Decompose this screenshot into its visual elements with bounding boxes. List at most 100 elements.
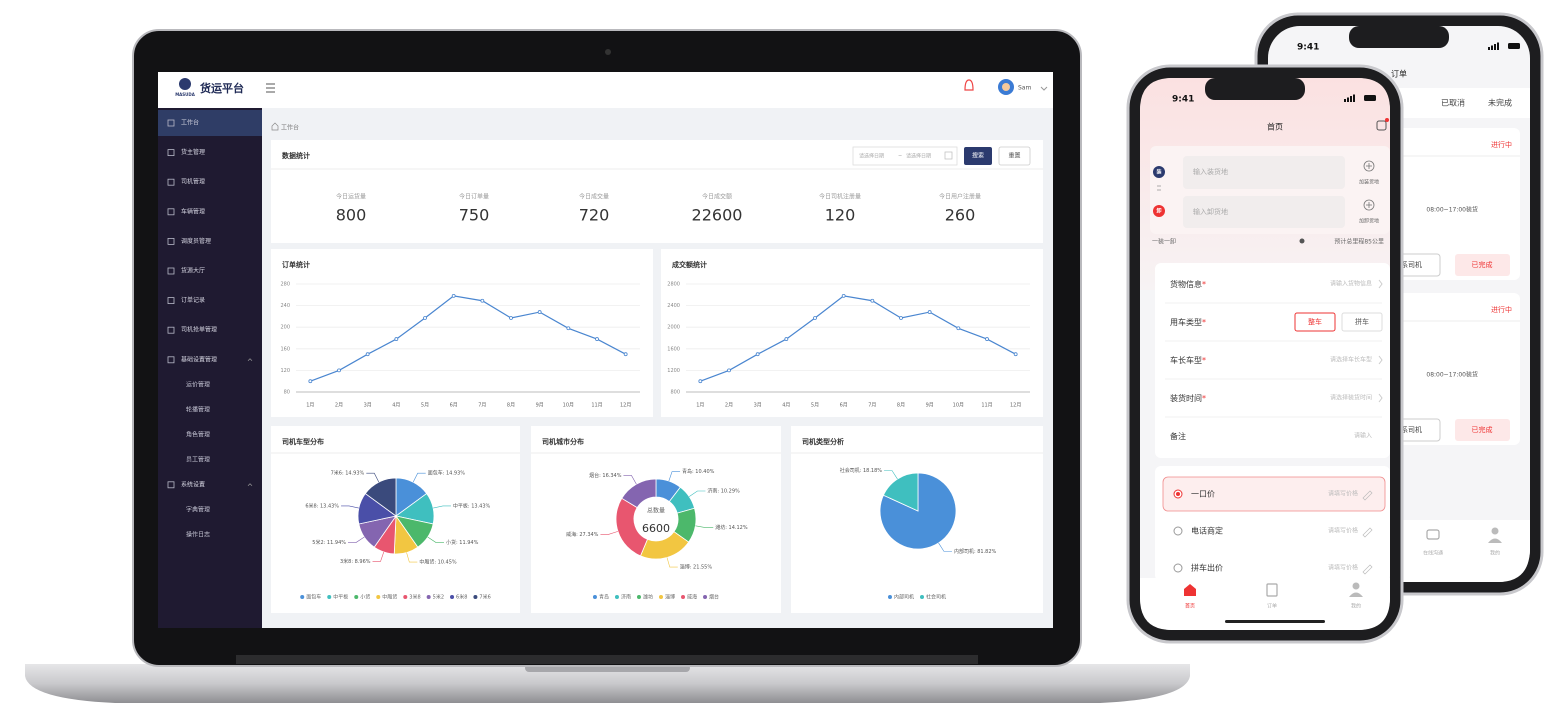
label-leader [600, 531, 619, 535]
form-placeholder[interactable]: 请选择装货时间 [1330, 394, 1372, 402]
menu-item[interactable]: 货主管理 [181, 148, 205, 156]
label-leader [433, 505, 451, 509]
avatar-face [1002, 83, 1010, 91]
add-icon [1363, 199, 1375, 211]
radio[interactable] [1173, 563, 1183, 573]
line-point [985, 337, 989, 341]
label-leader [695, 525, 714, 528]
unload-input[interactable] [1183, 196, 1345, 228]
date-range [852, 146, 958, 166]
x-tick-label: 7月 [478, 403, 486, 409]
label-leader [412, 472, 426, 483]
form-card [1155, 263, 1390, 458]
form-label-text: 用车类型 [1170, 317, 1202, 327]
menu-item[interactable]: 车辆管理 [181, 207, 205, 215]
line-point [337, 368, 341, 373]
x-tick-label: 11月 [591, 403, 602, 409]
form-placeholder[interactable]: 请选择车长车型 [1330, 356, 1372, 364]
form-placeholder[interactable]: 请输入 [1354, 432, 1372, 440]
menu-item[interactable]: 调度员管理 [181, 237, 211, 245]
route-type: 一装一卸 [1152, 238, 1176, 246]
data-label: 社会司机: 18.18% [840, 467, 883, 474]
card-title: 数据统计 [282, 151, 310, 160]
required-mark: * [1202, 394, 1206, 403]
menu-arrow [247, 483, 253, 487]
line-point [566, 326, 571, 331]
submenu-item[interactable]: 操作日志 [186, 530, 210, 538]
price-placeholder: 请填写价格 [1328, 564, 1358, 572]
option-button[interactable] [1294, 312, 1336, 332]
line-point [899, 316, 903, 320]
input-placeholder: 输入装货地 [1193, 167, 1228, 176]
done-button[interactable] [1455, 419, 1510, 441]
y-tick-label: 2000 [667, 325, 680, 331]
line-point [813, 316, 817, 320]
price-selected [1162, 476, 1386, 512]
badge-text: 装 [1155, 169, 1161, 176]
search-button[interactable] [964, 147, 992, 165]
menu-item[interactable]: 司机抢单管理 [181, 326, 217, 334]
input-placeholder: 输入卸货地 [1193, 207, 1228, 216]
tab-label[interactable]: 首页 [1185, 603, 1195, 610]
line-point [509, 316, 513, 320]
chevron [1378, 355, 1383, 365]
signal-bar [1491, 45, 1493, 50]
load-badge [1153, 166, 1165, 178]
menu-icon [167, 208, 175, 216]
menu-item[interactable]: 工作台 [181, 119, 199, 127]
done-button[interactable] [1455, 254, 1510, 276]
legend-marker [703, 595, 708, 599]
y-tick-label: 1600 [667, 346, 680, 352]
pie-slice [621, 478, 657, 509]
signal-bar [1344, 99, 1346, 102]
submenu-item[interactable]: 运价管理 [186, 380, 210, 388]
add-icon [1363, 160, 1375, 172]
chat-icon [1426, 529, 1440, 540]
stat-label: 今日用户注册量 [939, 193, 981, 201]
load-input[interactable] [1183, 156, 1345, 189]
form-label: 货物信息* [1170, 279, 1206, 289]
menu-item[interactable]: 订单记录 [181, 296, 205, 304]
order-status: 进行中 [1491, 140, 1512, 149]
menu-item[interactable]: 系统设置 [181, 480, 205, 488]
chart-title: 司机城市分布 [542, 437, 584, 446]
price-placeholder: 请填写价格 [1328, 527, 1358, 535]
tab-label: 我的 [1490, 550, 1500, 557]
tab-label[interactable]: 订单 [1267, 603, 1277, 610]
data-label: 威海: 27.34% [566, 531, 599, 538]
edit-icon [1362, 564, 1373, 575]
menu-item[interactable]: 基础设置管理 [181, 355, 217, 363]
legend-label: 内部司机 [894, 594, 914, 601]
submenu-item[interactable]: 字典管理 [186, 505, 210, 513]
submenu-item[interactable]: 角色管理 [186, 430, 210, 438]
submenu-item[interactable]: 轮播管理 [186, 405, 210, 413]
legend-label: 中厢货 [382, 594, 397, 601]
screen-title: 订单 [1391, 69, 1407, 79]
tab-label[interactable]: 我的 [1351, 603, 1361, 610]
done-text: 已完成 [1472, 425, 1493, 434]
label-leader [406, 552, 418, 563]
user-icon-head [1491, 527, 1499, 535]
pie-slice [882, 472, 919, 512]
tab[interactable]: 已取消 [1441, 98, 1465, 108]
donut-center-value: 6600 [642, 522, 670, 535]
option-button[interactable] [1341, 312, 1383, 332]
order-status: 进行中 [1491, 305, 1512, 314]
x-tick-label: 4月 [782, 403, 790, 409]
legend-label: 威海 [687, 594, 697, 601]
chart-card [531, 426, 781, 613]
menu-item[interactable]: 司机管理 [181, 178, 205, 186]
line-point [308, 379, 313, 384]
submenu-item[interactable]: 员工管理 [186, 455, 210, 463]
menu-item[interactable]: 货源大厅 [181, 267, 205, 275]
radio[interactable] [1173, 526, 1183, 536]
form-placeholder[interactable]: 请输入货物信息 [1330, 280, 1372, 288]
data-label: 6米8: 13.43% [305, 502, 339, 509]
tab-label: 在线沟通 [1423, 550, 1443, 557]
data-label: 小货: 11.94% [446, 539, 479, 546]
option-text: 拼车 [1355, 317, 1369, 326]
legend-label: 7米6 [479, 594, 490, 601]
tab[interactable]: 未完成 [1488, 98, 1512, 108]
reset-button[interactable] [998, 146, 1031, 166]
label-leader [341, 505, 359, 509]
